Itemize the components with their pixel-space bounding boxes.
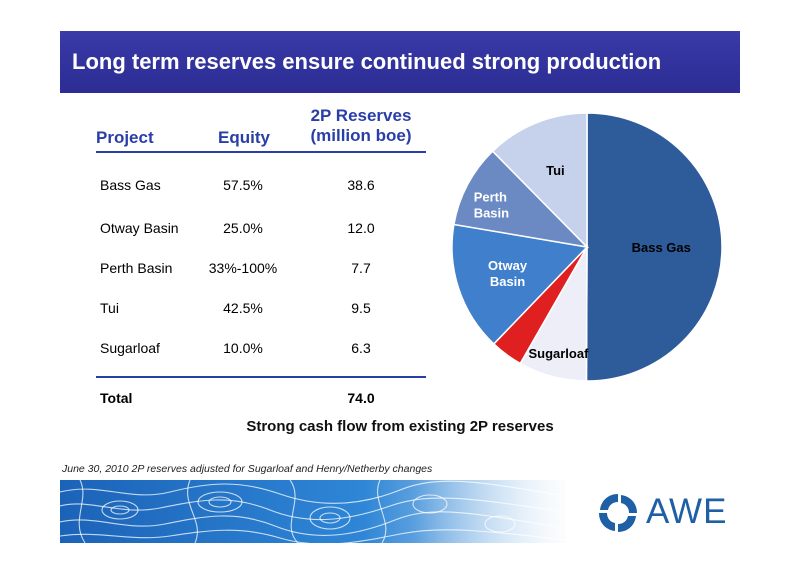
cell-project: Perth Basin xyxy=(100,260,173,276)
awe-logo-mark-icon xyxy=(599,494,637,532)
cell-project: Otway Basin xyxy=(100,220,179,236)
cell-equity: 10.0% xyxy=(223,340,263,356)
pie-slice-tui xyxy=(491,112,588,249)
table-header-rule xyxy=(96,151,426,153)
pie-label-sugarloaf: Sugarloaf xyxy=(528,346,589,361)
topographic-banner xyxy=(60,480,566,543)
cell-project: Sugarloaf xyxy=(100,340,160,356)
table-row: Perth Basin 33%-100% 7.7 xyxy=(96,260,426,280)
cell-reserves: 38.6 xyxy=(347,177,375,193)
pie-slice-otway-basin xyxy=(451,223,589,346)
header-reserves: 2P Reserves (million boe) xyxy=(296,106,426,146)
logo-wordmark: AWE xyxy=(646,492,728,531)
awe-logo: AWE xyxy=(596,491,746,536)
header-reserves-line2: (million boe) xyxy=(310,126,412,145)
pie-slice-bass-gas xyxy=(585,112,723,382)
title-bar: Long term reserves ensure continued stro… xyxy=(60,31,740,93)
table-total-row: Total 74.0 xyxy=(96,390,426,410)
pie-label-perth-basin: Perth Basin xyxy=(474,190,509,221)
table-row: Bass Gas 57.5% 38.6 xyxy=(96,177,426,197)
cell-equity: 25.0% xyxy=(223,220,263,236)
pie-label-bass-gas: Bass Gas xyxy=(632,240,691,255)
header-equity: Equity xyxy=(218,128,270,147)
cell-project: Bass Gas xyxy=(100,177,161,193)
pie-label-tui: Tui xyxy=(546,163,565,178)
pie-slice-perth-basin xyxy=(453,150,590,249)
total-reserves: 74.0 xyxy=(347,390,375,406)
reserves-pie-chart: Bass Gas Sugarloaf Otway Basin Perth Basin Tui xyxy=(451,112,723,382)
cell-reserves: 9.5 xyxy=(351,300,371,316)
cash-flow-statement: Strong cash flow from existing 2P reserv… xyxy=(246,418,554,435)
header-reserves-line1: 2P Reserves xyxy=(310,106,412,125)
cell-equity: 57.5% xyxy=(223,177,263,193)
table-row: Sugarloaf 10.0% 6.3 xyxy=(96,340,426,360)
slide-title: Long term reserves ensure continued stro… xyxy=(72,49,662,74)
cell-reserves: 12.0 xyxy=(347,220,375,236)
pie-label-otway-basin: Otway Basin xyxy=(488,258,528,289)
header-project: Project xyxy=(96,128,154,147)
table-row: Tui 42.5% 9.5 xyxy=(96,300,426,320)
table-row: Otway Basin 25.0% 12.0 xyxy=(96,220,426,240)
cell-equity: 42.5% xyxy=(223,300,263,316)
footnote: June 30, 2010 2P reserves adjusted for S… xyxy=(62,463,433,475)
total-label: Total xyxy=(100,390,133,406)
cell-equity: 33%-100% xyxy=(208,260,278,276)
cell-reserves: 7.7 xyxy=(351,260,371,276)
cell-reserves: 6.3 xyxy=(351,340,371,356)
cell-project: Tui xyxy=(100,300,119,316)
table-total-rule xyxy=(96,376,426,378)
